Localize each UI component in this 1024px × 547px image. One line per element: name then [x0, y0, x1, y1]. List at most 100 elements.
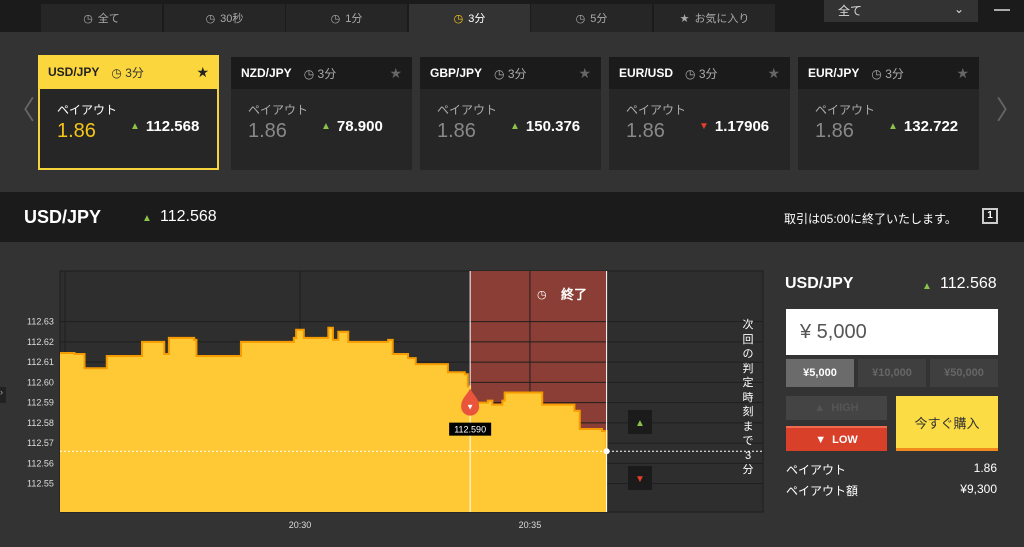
tab-1m[interactable]: ◷ 1分 — [286, 4, 407, 32]
card-price: 132.722 — [903, 118, 959, 135]
asset-card-eur-usd[interactable]: EUR/USD ◷ 3分 ★ ペイアウト 1.86 ▼ 1.17906 — [609, 57, 790, 170]
tab-3m[interactable]: ◷ 3分 — [409, 4, 530, 32]
preset-10000-button[interactable]: ¥10,000 — [858, 359, 926, 387]
y-tick-label: 112.56 — [27, 458, 54, 468]
next-arrow-icon[interactable]: 〉 — [996, 95, 1023, 125]
card-time-label: 3分 — [507, 66, 527, 81]
up-arrow-icon: ▲ — [814, 402, 826, 414]
tab-label: 3分 — [468, 13, 486, 25]
card-price-row: ▼ 1.17906 — [699, 118, 769, 135]
card-pair: EUR/USD — [619, 66, 674, 80]
favorite-star-icon[interactable]: ★ — [956, 64, 969, 81]
card-time-label: 3分 — [125, 65, 144, 80]
down-arrow-icon: ▼ — [699, 121, 709, 132]
expiry-label: 終了 — [561, 287, 587, 302]
favorite-star-icon[interactable]: ★ — [389, 64, 402, 81]
pair-header: USD/JPY ▲ 112.568 取引は05:00に終了いたします。 1 — [0, 192, 1024, 242]
header-price: 112.568 — [160, 208, 217, 225]
chevron-down-icon: ⌄ — [953, 2, 964, 16]
up-arrow-icon: ▲ — [922, 281, 932, 292]
up-arrow-icon: ▲ — [321, 121, 331, 132]
entry-label-box — [449, 422, 492, 436]
entry-price-label: 112.590 — [454, 425, 486, 435]
card-price: 112.568 — [145, 118, 200, 135]
price-line — [60, 326, 608, 452]
tab-30s[interactable]: ◷ 30秒 — [164, 4, 285, 32]
preset-50000-button[interactable]: ¥50,000 — [930, 359, 998, 387]
payout-label: ペイアウト — [786, 463, 847, 477]
y-tick-label: 112.62 — [27, 337, 54, 347]
clock-icon: ◷ — [453, 12, 464, 25]
card-payout: 1.86 — [437, 120, 476, 142]
card-price: 78.900 — [336, 118, 383, 135]
window-icon[interactable]: 1 — [982, 208, 998, 224]
preset-5000-button[interactable]: ¥5,000 — [786, 359, 854, 387]
low-button[interactable]: ▼ LOW — [786, 426, 887, 451]
card-header: NZD/JPY ◷ 3分 ★ — [231, 57, 412, 89]
tab-label: 5分 — [590, 13, 608, 25]
card-time: ◷ 3分 — [494, 65, 527, 82]
tab-label: 全て — [97, 13, 120, 25]
card-price-row: ▲ 132.722 — [888, 118, 958, 135]
favorite-star-icon[interactable]: ★ — [196, 63, 209, 80]
high-indicator — [628, 410, 652, 434]
card-pair: GBP/JPY — [430, 66, 483, 80]
asset-card-nzd-jpy[interactable]: NZD/JPY ◷ 3分 ★ ペイアウト 1.86 ▲ 78.900 — [231, 57, 412, 170]
payout-amount-value: ¥9,300 — [960, 482, 997, 496]
filter-dropdown[interactable]: 全て ⌄ — [824, 0, 978, 22]
side-panel-toggle[interactable]: › — [0, 387, 6, 403]
current-price-dot — [603, 448, 610, 455]
asset-card-eur-jpy[interactable]: EUR/JPY ◷ 3分 ★ ペイアウト 1.86 ▲ 132.722 — [798, 57, 979, 170]
card-payout-label: ペイアウト — [626, 103, 687, 117]
y-tick-label: 112.55 — [27, 479, 54, 489]
asset-card-gbp-jpy[interactable]: GBP/JPY ◷ 3分 ★ ペイアウト 1.86 ▲ 150.376 — [420, 57, 601, 170]
card-pair: EUR/JPY — [808, 66, 860, 80]
card-price-row: ▲ 78.900 — [321, 118, 383, 135]
low-indicator — [628, 466, 652, 490]
clock-icon: ◷ — [83, 12, 93, 25]
entry-marker-icon — [461, 388, 480, 416]
clock-icon: ◷ — [871, 66, 882, 81]
card-header: GBP/JPY ◷ 3分 ★ — [420, 57, 601, 89]
filter-value: 全て — [838, 4, 863, 18]
amount-input[interactable]: ¥ 5,000 — [786, 309, 998, 355]
minimize-button[interactable] — [994, 9, 1010, 11]
clock-icon: ◷ — [494, 66, 505, 81]
tab-all[interactable]: ◷ 全て — [41, 4, 162, 32]
tab-label: 30秒 — [220, 13, 244, 25]
up-arrow-icon: ▲ — [888, 121, 898, 132]
tab-label: お気に入り — [694, 13, 750, 25]
clock-icon: ◷ — [111, 65, 122, 80]
card-header: USD/JPY ◷ 3分 ★ — [38, 55, 219, 89]
star-icon: ★ — [679, 12, 690, 25]
high-label: HIGH — [831, 402, 859, 414]
buy-now-button[interactable]: 今すぐ購入 — [896, 396, 998, 451]
card-price-row: ▲ 150.376 — [510, 118, 580, 135]
card-price: 150.376 — [525, 118, 581, 135]
payout-value: 1.86 — [973, 461, 997, 475]
up-arrow-icon: ▲ — [142, 213, 152, 224]
clock-icon: ◷ — [303, 66, 315, 81]
card-time: ◷ 3分 — [111, 64, 144, 81]
clock-icon: ◷ — [205, 12, 216, 25]
card-payout-label: ペイアウト — [437, 103, 498, 117]
y-tick-label: 112.60 — [27, 377, 54, 387]
asset-card-usd-jpy[interactable]: USD/JPY ◷ 3分 ★ ペイアウト 1.86 ▲ 112.568 — [38, 55, 219, 170]
tab-favorites[interactable]: ★ お気に入り — [654, 4, 775, 32]
tab-5m[interactable]: ◷ 5分 — [531, 4, 652, 32]
card-pair: USD/JPY — [48, 65, 100, 79]
favorite-star-icon[interactable]: ★ — [578, 64, 591, 81]
card-price-row: ▲ 112.568 — [130, 118, 199, 135]
card-payout: 1.86 — [626, 120, 665, 142]
y-tick-label: 112.61 — [27, 357, 54, 367]
favorite-star-icon[interactable]: ★ — [767, 64, 780, 81]
card-price: 1.17906 — [714, 118, 770, 135]
down-arrow-icon: ▼ — [466, 403, 474, 412]
high-button[interactable]: ▲ HIGH — [786, 396, 887, 420]
up-arrow-icon: ▲ — [130, 121, 140, 132]
prev-arrow-icon[interactable]: 〈 — [9, 95, 36, 125]
y-tick-label: 112.63 — [27, 317, 54, 327]
trade-price: 112.568 — [940, 275, 997, 292]
clock-icon: ◷ — [685, 66, 696, 81]
x-tick-label: 20:30 — [289, 520, 312, 530]
